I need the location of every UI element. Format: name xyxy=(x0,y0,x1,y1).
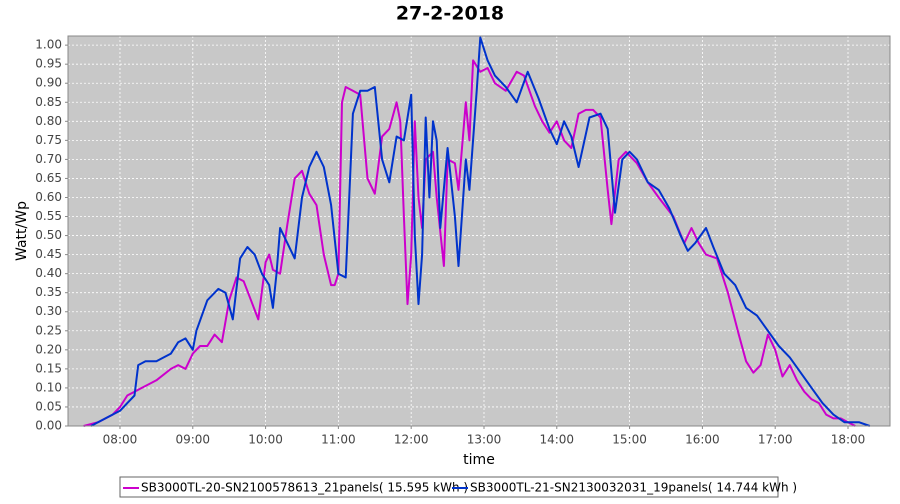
y-tick-label: 0.80 xyxy=(35,114,62,128)
series-line xyxy=(83,59,856,427)
y-tick-label: 0.95 xyxy=(35,57,62,71)
y-tick-label: 0.60 xyxy=(35,190,62,204)
x-tick-label: 09:00 xyxy=(175,433,210,447)
x-tick-label: 15:00 xyxy=(612,433,647,447)
x-axis-label: time xyxy=(463,452,495,468)
x-tick-label: 18:00 xyxy=(831,433,866,447)
y-tick-label: 0.70 xyxy=(35,152,62,166)
y-tick-label: 0.05 xyxy=(35,399,62,413)
x-tick-label: 16:00 xyxy=(685,433,720,447)
y-tick-label: 1.00 xyxy=(35,38,62,52)
y-tick-label: 0.65 xyxy=(35,171,62,185)
y-tick-label: 0.25 xyxy=(35,323,62,337)
legend-label: SB3000TL-20-SN2100578613_21panels( 15.59… xyxy=(141,481,468,495)
x-tick-label: 08:00 xyxy=(103,433,138,447)
axis-frame xyxy=(67,35,891,427)
x-tick-label: 10:00 xyxy=(248,433,283,447)
series-line xyxy=(90,36,871,427)
y-tick-label: 0.40 xyxy=(35,266,62,280)
y-tick-label: 0.55 xyxy=(35,209,62,223)
y-tick-label: 0.35 xyxy=(35,285,62,299)
y-tick-label: 0.20 xyxy=(35,342,62,356)
chart-title: 27-2-2018 xyxy=(396,3,504,25)
legend-label: SB3000TL-21-SN2130032031_19panels( 14.74… xyxy=(470,481,797,495)
legend-box xyxy=(119,476,779,498)
x-tick-label: 17:00 xyxy=(758,433,793,447)
x-tick-label: 12:00 xyxy=(394,433,429,447)
y-tick-label: 0.85 xyxy=(35,95,62,109)
x-tick-label: 11:00 xyxy=(321,433,356,447)
y-tick-label: 0.45 xyxy=(35,247,62,261)
y-tick-label: 0.30 xyxy=(35,304,62,318)
x-tick-label: 14:00 xyxy=(539,433,574,447)
y-tick-label: 0.75 xyxy=(35,133,62,147)
y-tick-label: 0.15 xyxy=(35,361,62,375)
y-tick-label: 0.50 xyxy=(35,228,62,242)
y-tick-label: 0.00 xyxy=(35,419,62,433)
y-tick-label: 0.10 xyxy=(35,380,62,394)
y-axis-label: Watt/Wp xyxy=(14,201,30,261)
y-tick-label: 0.90 xyxy=(35,76,62,90)
plot-area xyxy=(68,36,890,426)
x-tick-label: 13:00 xyxy=(467,433,502,447)
